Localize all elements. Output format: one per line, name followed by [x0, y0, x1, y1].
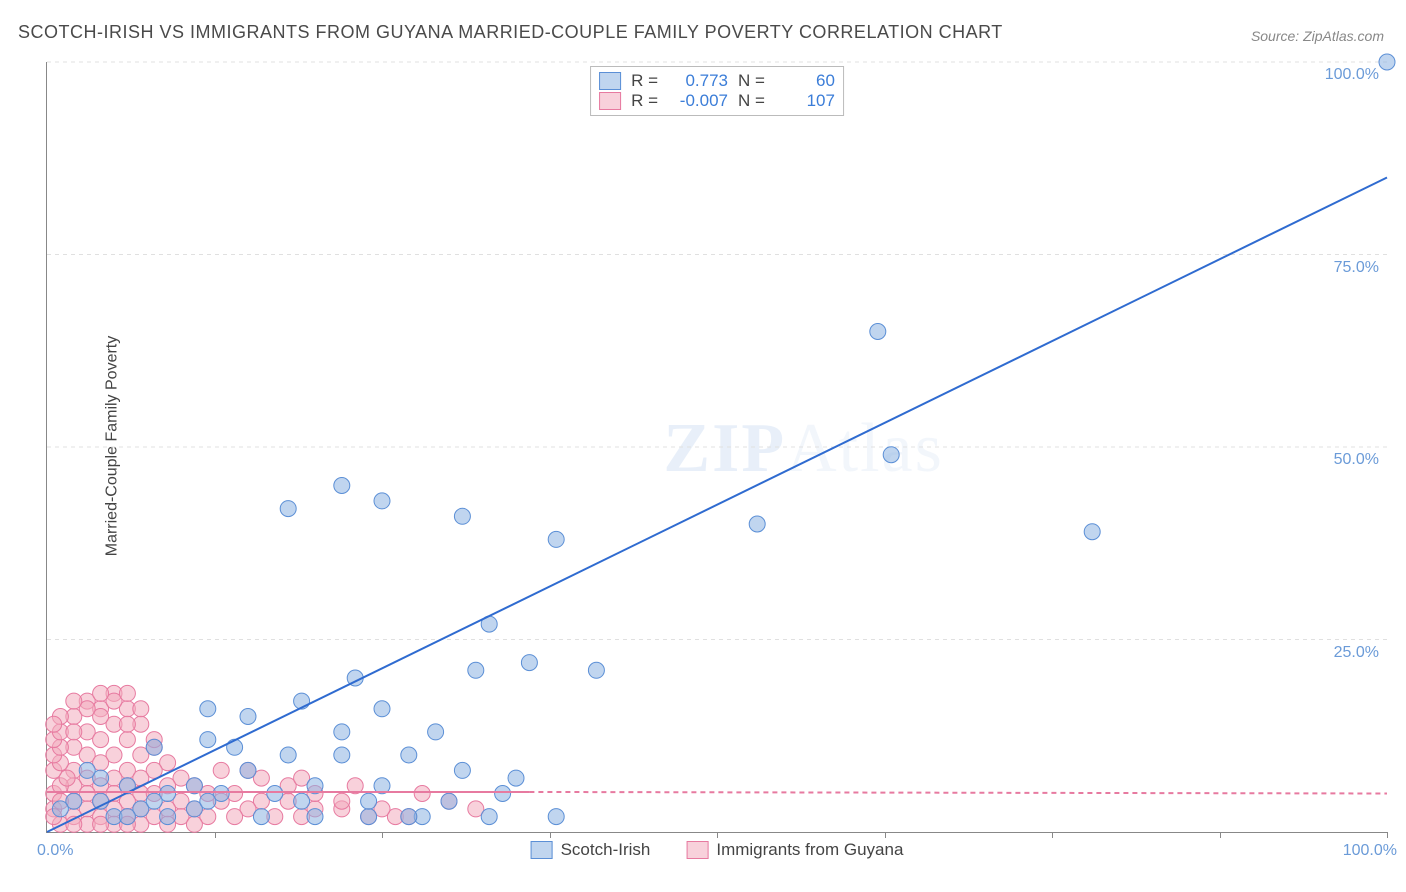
swatch-series1 [599, 72, 621, 90]
x-tick [1220, 832, 1221, 838]
legend-label-2: Immigrants from Guyana [716, 840, 903, 860]
x-tick [717, 832, 718, 838]
stat-n-label-1: N = [738, 71, 765, 91]
plot-area: ZIPAtlas R = 0.773 N = 60 R = -0.007 N =… [46, 62, 1387, 833]
chart-title: SCOTCH-IRISH VS IMMIGRANTS FROM GUYANA M… [18, 22, 1003, 43]
y-tick-label: 75.0% [1334, 259, 1379, 277]
legend-item-2: Immigrants from Guyana [686, 840, 903, 860]
stat-row-2: R = -0.007 N = 107 [599, 91, 835, 111]
y-tick-label: 100.0% [1325, 66, 1379, 84]
stat-r-label-2: R = [631, 91, 658, 111]
x-tick [215, 832, 216, 838]
x-tick [382, 832, 383, 838]
x-origin-label: 0.0% [37, 842, 73, 860]
stat-r-value-2: -0.007 [668, 91, 728, 111]
legend-label-1: Scotch-Irish [561, 840, 651, 860]
stat-n-value-1: 60 [775, 71, 835, 91]
plot-svg [47, 62, 1387, 832]
swatch-series2 [599, 92, 621, 110]
stat-n-value-2: 107 [775, 91, 835, 111]
x-max-label: 100.0% [1343, 842, 1397, 860]
stat-n-label-2: N = [738, 91, 765, 111]
y-tick-label: 50.0% [1334, 451, 1379, 469]
correlation-stats-box: R = 0.773 N = 60 R = -0.007 N = 107 [590, 66, 844, 116]
x-tick [1387, 832, 1388, 838]
legend-swatch-2 [686, 841, 708, 859]
stat-r-value-1: 0.773 [668, 71, 728, 91]
x-tick [550, 832, 551, 838]
source-attribution: Source: ZipAtlas.com [1251, 28, 1384, 44]
legend-swatch-1 [531, 841, 553, 859]
legend: Scotch-Irish Immigrants from Guyana [531, 840, 904, 860]
legend-item-1: Scotch-Irish [531, 840, 651, 860]
x-tick [885, 832, 886, 838]
x-tick [1052, 832, 1053, 838]
stat-r-label-1: R = [631, 71, 658, 91]
stat-row-1: R = 0.773 N = 60 [599, 71, 835, 91]
y-tick-label: 25.0% [1334, 644, 1379, 662]
